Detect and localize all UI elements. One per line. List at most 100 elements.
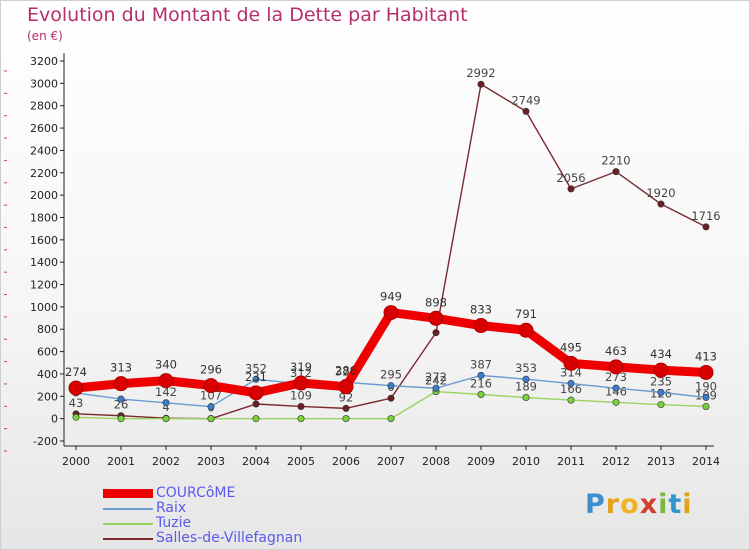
data-point [698, 364, 714, 380]
x-tick-label: 2010 [512, 455, 540, 468]
data-label: 296 [200, 363, 222, 377]
data-point [612, 168, 620, 176]
data-label: 242 [425, 374, 447, 388]
data-point [477, 391, 485, 399]
data-point [252, 415, 260, 423]
data-point [522, 394, 530, 402]
data-point [158, 373, 174, 389]
y-tick-label: 0 [51, 413, 58, 426]
data-point [342, 415, 350, 423]
logo-letter: r [605, 489, 621, 520]
data-point [612, 398, 620, 406]
data-label: 109 [290, 388, 312, 402]
y-tick-label: 2000 [30, 189, 58, 202]
y-tick-label: 200 [37, 390, 58, 403]
data-label: 949 [380, 290, 402, 304]
data-label: 2056 [556, 171, 585, 185]
data-label: 791 [515, 307, 537, 321]
x-tick-label: 2013 [647, 455, 675, 468]
x-tick-label: 2000 [62, 455, 90, 468]
y-tick-label: 1200 [30, 279, 58, 292]
data-point [518, 322, 534, 338]
data-point [653, 362, 669, 378]
data-label: 272 [425, 370, 447, 384]
data-label: 142 [155, 385, 177, 399]
data-point [567, 396, 575, 404]
data-point [68, 380, 84, 396]
y-tick-label: 2800 [30, 100, 58, 113]
y-tick-label: 1400 [30, 256, 58, 269]
y-tick-label: -200 [33, 435, 58, 448]
data-point [383, 305, 399, 321]
x-tick-label: 2002 [152, 455, 180, 468]
legend-label-salles: Salles-de-Villefagnan [156, 530, 303, 546]
data-point [563, 355, 579, 371]
y-tick-label: 3200 [30, 55, 58, 68]
data-label: 43 [69, 396, 84, 410]
legend-item-tuzie[interactable]: Tuzie [103, 516, 302, 531]
data-point [252, 400, 260, 408]
data-label: 274 [65, 365, 87, 379]
data-point [477, 371, 485, 379]
data-point [113, 376, 129, 392]
data-label: 231 [245, 370, 267, 384]
data-label: 189 [515, 380, 537, 394]
x-tick-label: 2001 [107, 455, 135, 468]
legend-item-raix[interactable]: Raix [103, 501, 302, 516]
data-label: 495 [560, 340, 582, 354]
data-point [387, 382, 395, 390]
data-label: 2992 [466, 66, 495, 80]
x-tick-label: 2004 [242, 455, 270, 468]
legend-swatch-raix [103, 507, 153, 510]
x-tick-label: 2007 [377, 455, 405, 468]
y-tick-label: 600 [37, 346, 58, 359]
data-label: 314 [560, 366, 582, 380]
data-point [702, 402, 710, 410]
x-tick-label: 2005 [287, 455, 315, 468]
x-tick-label: 2009 [467, 455, 495, 468]
data-label: 353 [515, 361, 537, 375]
logo-letter: P [585, 489, 606, 520]
y-tick-label: 400 [37, 368, 58, 381]
data-point [657, 388, 665, 396]
data-point [608, 359, 624, 375]
x-tick-label: 2012 [602, 455, 630, 468]
data-point [338, 379, 354, 395]
data-label: 166 [560, 382, 582, 396]
data-point [207, 403, 215, 411]
data-label: 312 [290, 366, 312, 380]
logo-letter: o [620, 489, 640, 520]
unit-label: (en €) [27, 29, 63, 43]
data-point [473, 318, 489, 334]
legend-item-courcome[interactable]: COURCôME [103, 486, 302, 501]
data-point [252, 375, 260, 383]
data-point [702, 393, 710, 401]
data-label: 235 [650, 374, 672, 388]
data-label: 833 [470, 303, 492, 317]
data-label: 107 [200, 389, 222, 403]
y-tick-label: 1600 [30, 234, 58, 247]
data-point [293, 375, 309, 391]
data-point [162, 415, 170, 423]
y-tick-label: 1800 [30, 211, 58, 224]
x-tick-label: 2011 [557, 455, 585, 468]
data-label: 898 [425, 295, 447, 309]
data-label: 190 [695, 379, 717, 393]
data-label: 92 [339, 390, 354, 404]
data-label: 413 [695, 349, 717, 363]
x-tick-label: 2003 [197, 455, 225, 468]
data-point [387, 415, 395, 423]
data-label: 295 [380, 368, 402, 382]
legend-label-courcome: COURCôME [156, 485, 236, 501]
legend-swatch-tuzie [103, 522, 153, 525]
data-point [117, 395, 125, 403]
data-label: 216 [470, 377, 492, 391]
data-label: 319 [290, 360, 312, 374]
data-label: 286 [335, 364, 357, 378]
data-label: 313 [110, 361, 132, 375]
data-label: 1716 [691, 209, 720, 223]
data-point [522, 107, 530, 115]
legend-item-salles[interactable]: Salles-de-Villefagnan [103, 531, 302, 546]
y-tick-label: 3000 [30, 77, 58, 90]
